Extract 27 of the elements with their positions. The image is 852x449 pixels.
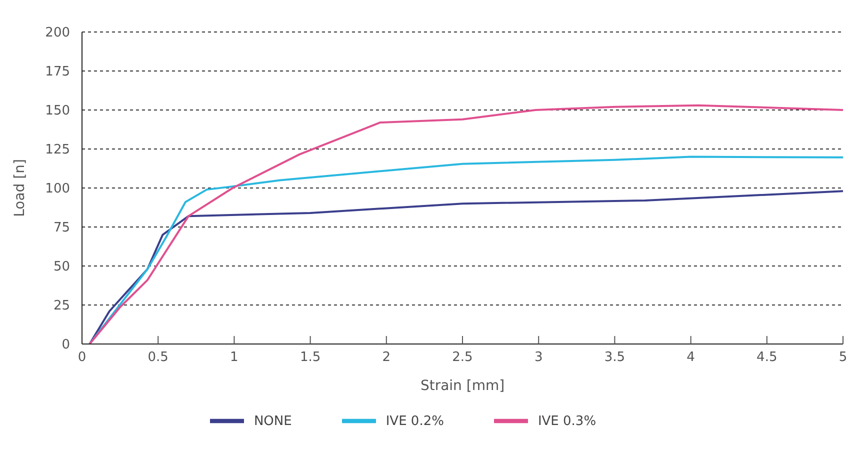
y-tick-label: 175: [45, 64, 70, 80]
line-series: [88, 104, 843, 344]
y-tick-label: 100: [45, 182, 70, 197]
y-axis-title: Load [n]: [12, 159, 28, 217]
x-tick-label: 1: [230, 350, 238, 366]
x-tick-label: 0.5: [148, 350, 168, 366]
x-tick-label: 0: [78, 350, 86, 366]
x-tick-label: 5: [838, 350, 848, 366]
legend-label: NONE: [254, 414, 292, 429]
y-tick-label: 50: [53, 260, 70, 275]
y-tick-label: 125: [45, 142, 70, 158]
y-tick-label: 200: [45, 26, 70, 41]
y-tick-label: 150: [45, 104, 70, 119]
x-axis-title: Strain [mm]: [420, 378, 505, 394]
x-tick-label: 4: [686, 350, 695, 366]
y-tick-label: 0: [62, 338, 70, 353]
x-tick-label: 2: [382, 350, 391, 366]
legend-label: IVE 0.2%: [386, 414, 444, 429]
x-tick-label: 4.5: [756, 350, 778, 366]
x-tick-label: 2.5: [452, 350, 473, 366]
y-tick-label: 25: [53, 298, 70, 314]
legend-label: IVE 0.3%: [538, 414, 596, 429]
line-series: [88, 190, 843, 344]
x-tick-label: 1.5: [300, 350, 321, 366]
x-tick-label: 3: [534, 350, 543, 366]
x-tick-label: 3.5: [604, 350, 626, 366]
y-tick-label: 75: [53, 220, 70, 236]
